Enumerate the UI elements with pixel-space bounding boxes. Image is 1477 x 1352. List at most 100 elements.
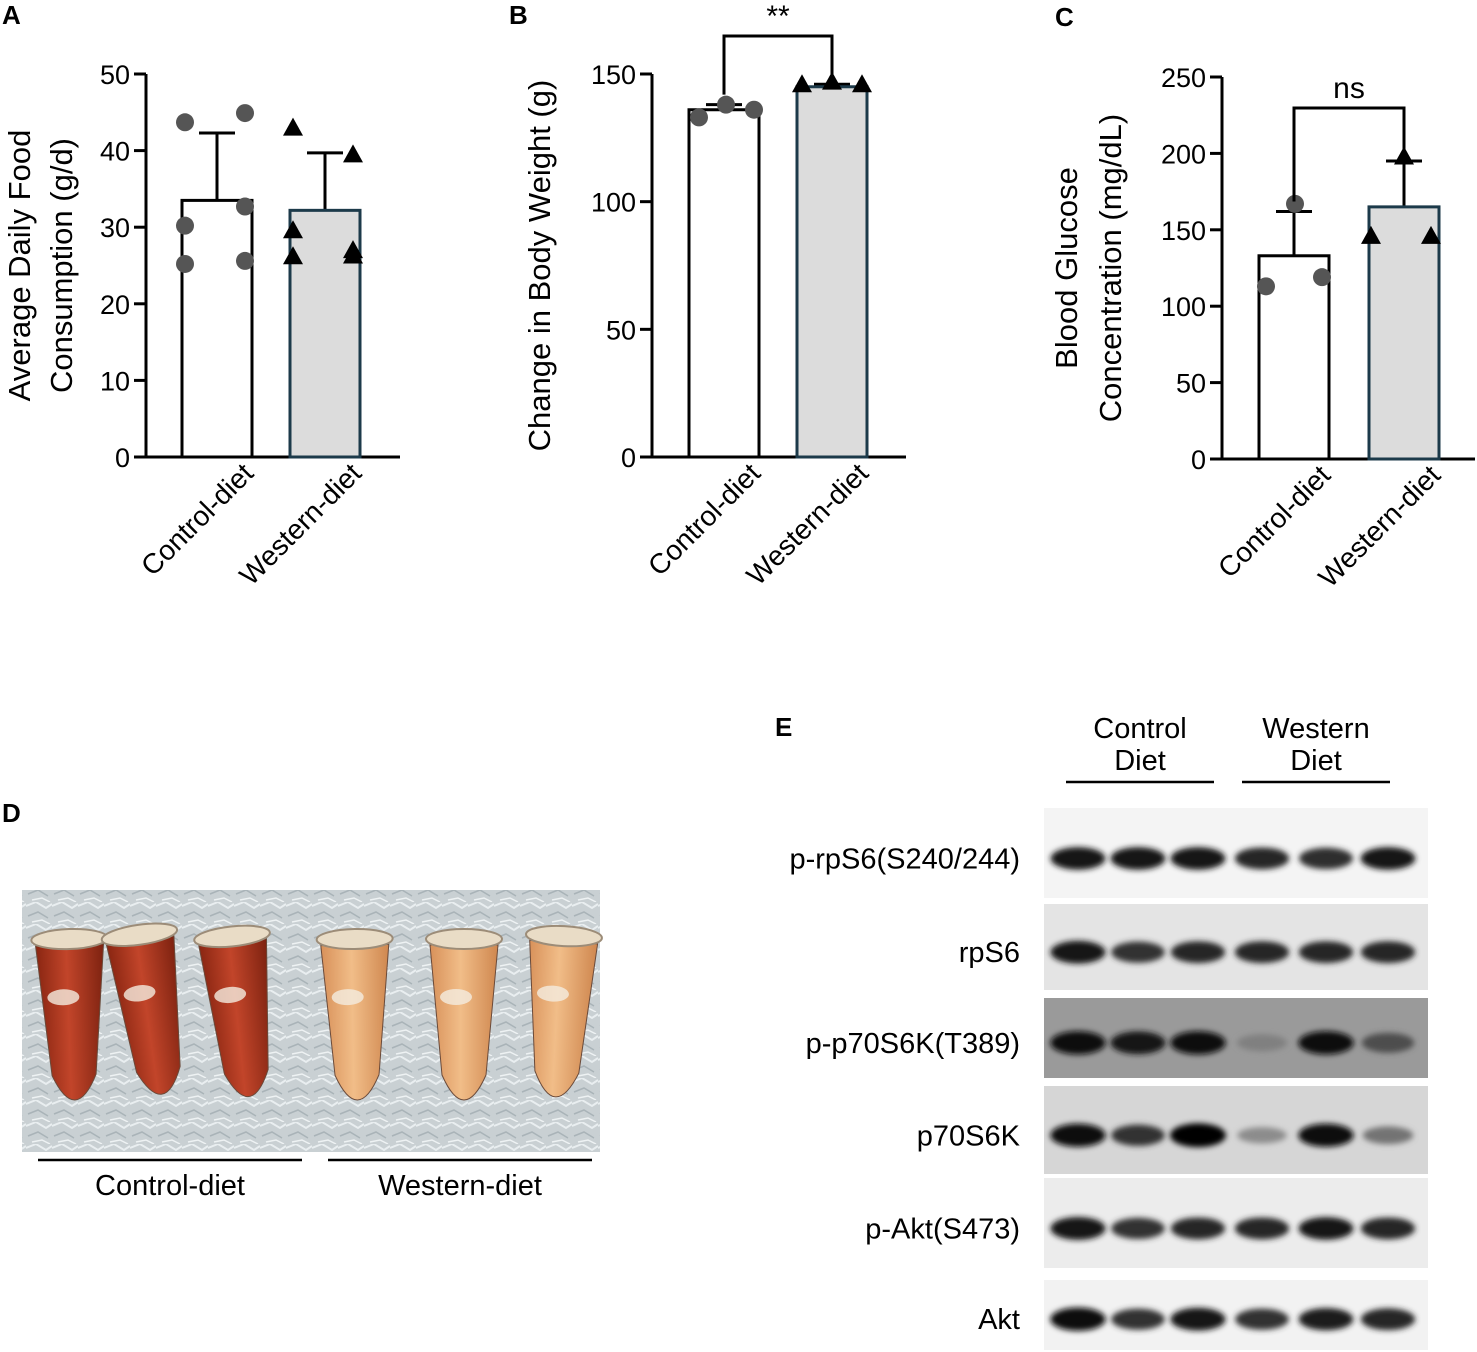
blot-row-label: rpS6: [959, 937, 1020, 969]
tube-photo: Control-diet Western-diet: [22, 890, 603, 1202]
y-tick-label: 30: [100, 213, 130, 243]
data-point-triangle: [283, 117, 303, 136]
panel-letter-c: C: [1055, 2, 1074, 32]
y-tick-label: 100: [1161, 292, 1206, 322]
data-point-circle: [176, 113, 194, 132]
blot-band: [1362, 1126, 1414, 1145]
y-tick-label: 50: [1176, 369, 1206, 399]
data-point-triangle: [1421, 225, 1441, 244]
data-point-circle: [745, 100, 763, 119]
tube-cap: [100, 922, 179, 947]
blot-band: [1360, 1217, 1416, 1240]
tube-body: [35, 943, 105, 1101]
photo-group-label: Western-diet: [378, 1170, 542, 1202]
blot-band: [1235, 1308, 1289, 1330]
tube-body: [105, 935, 181, 1095]
blot-band: [1050, 940, 1106, 964]
data-point-triangle: [822, 71, 842, 90]
y-tick-label: 50: [100, 60, 130, 90]
tube-highlight: [331, 989, 364, 1006]
blot-band: [1298, 1123, 1354, 1147]
blot-band: [1111, 1217, 1165, 1239]
y-tick-label: 0: [621, 443, 636, 473]
blot-band: [1234, 847, 1290, 870]
data-point-triangle: [1394, 146, 1414, 165]
data-point-circle: [176, 216, 194, 235]
blot-band: [1360, 847, 1416, 870]
blot-band: [1234, 941, 1290, 964]
tube: [425, 928, 503, 1101]
data-point-circle: [236, 197, 254, 216]
y-tick-label: 40: [100, 137, 130, 167]
data-point-circle: [176, 254, 194, 273]
tube: [100, 922, 181, 1095]
data-point-circle: [1257, 277, 1275, 296]
blot-band: [1170, 1217, 1226, 1240]
blot-band: [1299, 847, 1353, 870]
bar-charts: 0 10 20 30 40 50 Average Daily Food Consumption…: [2, 0, 1475, 593]
blot-band: [1050, 1216, 1106, 1240]
y-axis-label: Concentration (mg/dL): [1093, 114, 1128, 422]
photo-background: [22, 890, 600, 1152]
bar: [1367, 205, 1441, 461]
blot-band: [1298, 1217, 1354, 1240]
blot-band: [1237, 1127, 1287, 1144]
blot-band: [1360, 941, 1416, 964]
y-axis-label: Consumption (g/d): [44, 138, 79, 393]
data-point-circle: [236, 104, 254, 123]
blot-band: [1298, 1031, 1354, 1055]
data-point-triangle: [343, 245, 363, 264]
tube-highlight: [536, 985, 569, 1002]
blot-band: [1237, 1034, 1287, 1052]
blot-band: [1110, 847, 1166, 870]
tube-body: [529, 939, 599, 1098]
tube-cap: [425, 928, 503, 950]
blot-row-label: p-p70S6K(T389): [806, 1028, 1020, 1060]
blot-row-label: p-rpS6(S240/244): [789, 843, 1020, 875]
blot-band: [1050, 1031, 1106, 1055]
data-point-circle: [717, 95, 735, 114]
blot-strip: [1044, 1178, 1428, 1268]
data-point-triangle: [283, 220, 303, 239]
blot-band: [1170, 847, 1226, 870]
panel-letter-b: B: [509, 0, 528, 30]
tube-body: [198, 938, 269, 1098]
y-tick-label: 20: [100, 290, 130, 320]
y-tick-label: 150: [1161, 216, 1206, 246]
data-point-circle: [1286, 194, 1304, 213]
blot-band: [1361, 1032, 1415, 1053]
blot-strip: [1044, 998, 1428, 1078]
y-tick-label: 0: [1191, 445, 1206, 475]
western-blot: ControlDietWesternDietp-rpS6(S240/244)rp…: [789, 713, 1428, 1350]
tube-cap: [193, 924, 271, 949]
blot-band: [1360, 1308, 1416, 1331]
y-tick-label: 200: [1161, 139, 1206, 169]
significance-bracket: [722, 34, 834, 95]
tube-body: [320, 943, 390, 1101]
blot-band: [1170, 941, 1226, 964]
data-point-circle: [236, 251, 254, 270]
tube-highlight: [47, 989, 80, 1006]
blot-row-label: p70S6K: [917, 1120, 1021, 1152]
blot-band: [1050, 1307, 1106, 1331]
blot-band: [1234, 1217, 1290, 1240]
data-point-triangle: [792, 74, 812, 93]
blot-band: [1298, 1308, 1354, 1331]
bar: [795, 85, 869, 459]
tube-highlight: [440, 989, 472, 1005]
chart-c: 0 50 100 150 200 250 Blood Glucose Concentratio…: [1049, 63, 1475, 593]
chart-a: 0 10 20 30 40 50 Average Daily Food Consumption…: [2, 60, 400, 591]
significance-label: ns: [1333, 72, 1365, 105]
blot-band: [1170, 1031, 1226, 1055]
blot-group-label: Western: [1262, 713, 1369, 745]
y-tick-label: 10: [100, 366, 130, 396]
y-axis-label: Change in Body Weight (g): [522, 80, 557, 452]
blot-band: [1050, 1123, 1106, 1147]
tube-body: [429, 944, 499, 1101]
panel-letter-d: D: [2, 798, 21, 828]
significance-label: **: [766, 0, 790, 33]
significance-bracket: [1292, 106, 1406, 202]
y-axis-label: Blood Glucose: [1049, 167, 1084, 369]
bar: [180, 198, 254, 459]
blot-band: [1298, 941, 1354, 964]
